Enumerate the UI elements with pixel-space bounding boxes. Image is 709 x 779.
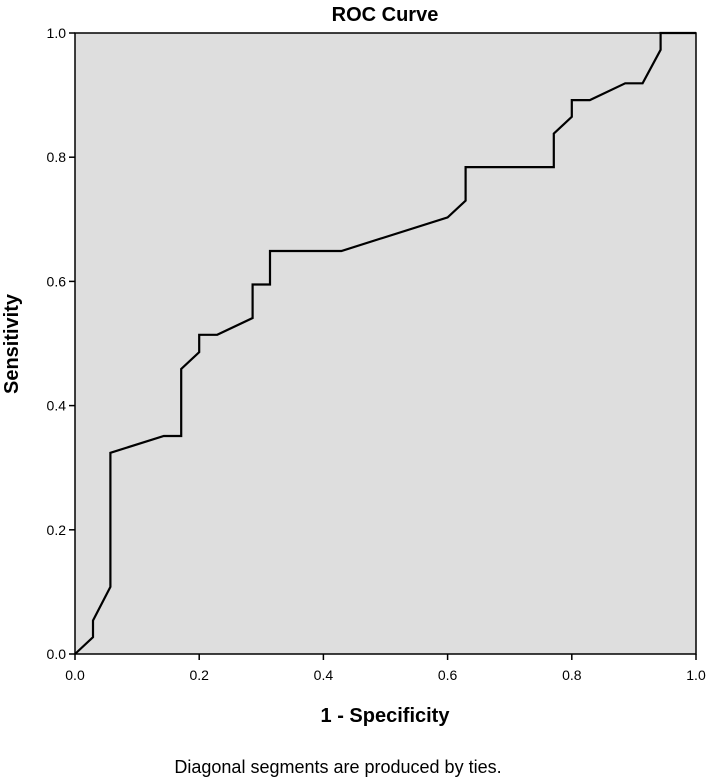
y-tick-label: 0.8	[47, 149, 67, 165]
x-tick-label: 0.2	[189, 667, 209, 683]
y-tick-label: 0.6	[47, 273, 67, 289]
y-tick-label: 1.0	[47, 25, 67, 41]
x-tick-label: 0.4	[314, 667, 334, 683]
x-axis-ticks: 0.0 0.2 0.4 0.6 0.8 1.0	[65, 654, 706, 683]
y-axis-ticks: 0.0 0.2 0.4 0.6 0.8 1.0	[47, 25, 75, 662]
y-axis-label: Sensitivity	[1, 293, 23, 394]
footnote: Diagonal segments are produced by ties.	[174, 757, 501, 777]
x-axis-label: 1 - Specificity	[321, 705, 451, 727]
plot-area	[74, 32, 697, 655]
y-tick-label: 0.0	[47, 646, 67, 662]
roc-curve-line	[74, 31, 696, 655]
y-tick-label: 0.4	[47, 398, 67, 414]
x-tick-label: 0.0	[65, 667, 85, 683]
x-tick-label: 0.8	[562, 667, 582, 683]
chart-title: ROC Curve	[332, 4, 439, 26]
x-tick-label: 1.0	[686, 667, 706, 683]
y-tick-label: 0.2	[47, 522, 67, 538]
x-tick-label: 0.6	[438, 667, 458, 683]
